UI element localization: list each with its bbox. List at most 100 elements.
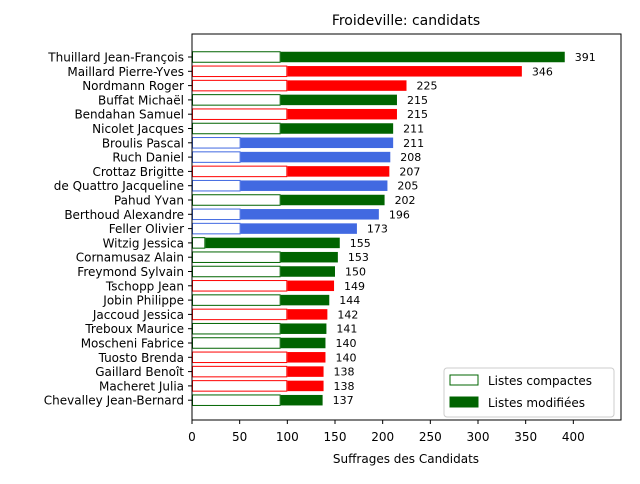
bar-compactes <box>192 294 281 306</box>
y-tick-label: Feller Olivier <box>109 222 184 236</box>
x-tick-label: 100 <box>276 430 299 444</box>
bar-modifiees <box>280 123 394 134</box>
x-tick-label: 200 <box>371 430 394 444</box>
y-tick-label: Bendahan Samuel <box>74 108 184 122</box>
value-label: 202 <box>395 194 416 207</box>
bar-modifiees <box>280 51 565 63</box>
bar-compactes <box>192 137 241 149</box>
x-tick-label: 350 <box>514 430 537 444</box>
value-label: 153 <box>348 251 369 264</box>
y-tick-label: Jobin Philippe <box>102 294 184 308</box>
y-tick-label: Thuillard Jean-François <box>47 51 184 65</box>
value-label: 149 <box>344 280 365 293</box>
bar-modifiees <box>280 194 385 206</box>
bar-compactes <box>192 179 241 192</box>
x-tick-label: 300 <box>467 430 490 444</box>
y-tick-label: Chevalley Jean-Bernard <box>44 394 184 408</box>
bar-modifiees <box>287 166 390 177</box>
value-label: 215 <box>407 108 428 121</box>
bar-compactes <box>192 165 288 178</box>
bar-modifiees <box>287 66 522 77</box>
bar-compactes <box>192 94 281 106</box>
bar-compactes <box>192 208 241 221</box>
y-tick-label: Nicolet Jacques <box>92 122 184 136</box>
x-tick-label: 0 <box>188 430 196 444</box>
value-label: 150 <box>345 266 366 279</box>
y-tick-label: Tuosto Brenda <box>98 351 184 365</box>
value-label: 208 <box>400 151 421 164</box>
y-tick-label: Berthoud Alexandre <box>64 208 184 222</box>
x-tick-label: 50 <box>232 430 247 444</box>
value-label: 138 <box>334 380 355 393</box>
bar-modifiees <box>280 394 323 406</box>
bar-modifiees <box>240 209 379 220</box>
y-tick-label: Pahud Yvan <box>114 194 184 208</box>
x-tick-label: 400 <box>562 430 585 444</box>
bar-compactes <box>192 222 241 235</box>
bar-modifiees <box>240 223 357 234</box>
value-label: 138 <box>334 366 355 379</box>
bar-compactes <box>192 280 288 292</box>
bar-compactes <box>192 308 288 321</box>
bar-compactes <box>192 265 281 278</box>
x-tick-label: 150 <box>324 430 347 444</box>
bar-compactes <box>192 380 288 392</box>
y-tick-label: Maillard Pierre-Yves <box>67 65 184 79</box>
bar-modifiees <box>287 280 335 292</box>
legend-label-modifiees: Listes modifiées <box>488 396 585 410</box>
legend-swatch-compactes <box>449 374 479 386</box>
bar-compactes <box>192 337 281 349</box>
bar-modifiees <box>280 337 326 349</box>
plot-frame <box>191 33 622 421</box>
bar-compactes <box>192 251 281 263</box>
value-label: 207 <box>399 165 420 178</box>
bar-modifiees <box>287 108 397 120</box>
bar-modifiees <box>280 294 330 306</box>
bar-compactes <box>192 194 281 206</box>
bar-modifiees <box>287 366 324 377</box>
bar-modifiees <box>287 352 326 363</box>
bar-compactes <box>192 151 241 163</box>
bar-modifiees <box>287 80 407 91</box>
bar-compactes <box>192 79 288 92</box>
bar-modifiees <box>240 180 388 191</box>
value-label: 155 <box>350 237 371 250</box>
y-tick-label: Tschopp Jean <box>105 279 184 293</box>
y-tick-label: Broulis Pascal <box>102 136 184 150</box>
bar-compactes <box>192 237 206 249</box>
y-tick-label: Gaillard Benoît <box>95 365 184 379</box>
value-label: 141 <box>336 323 357 336</box>
chart-title: Froideville: candidats <box>332 13 480 29</box>
bar-compactes <box>192 365 288 378</box>
bar-compactes <box>192 322 281 335</box>
value-label: 140 <box>335 351 356 364</box>
value-label: 225 <box>417 80 438 93</box>
legend-label-compactes: Listes compactes <box>488 374 592 388</box>
y-tick-label: Nordmann Roger <box>82 79 184 93</box>
value-label: 140 <box>335 337 356 350</box>
y-tick-label: Cornamusaz Alain <box>76 251 184 265</box>
y-tick-label: Witzig Jessica <box>103 236 184 250</box>
bar-modifiees <box>280 94 397 106</box>
value-label: 196 <box>389 208 410 221</box>
legend: Listes compactes Listes modifiées <box>443 367 615 418</box>
y-tick-label: Ruch Daniel <box>112 151 184 165</box>
y-tick-label: Macheret Julia <box>99 379 184 393</box>
value-label: 137 <box>333 394 354 407</box>
bar-modifiees <box>240 137 394 149</box>
value-label: 173 <box>367 223 388 236</box>
value-label: 391 <box>575 51 596 64</box>
bar-modifiees <box>280 266 335 277</box>
value-labels: 3913462252152152112112082072052021961731… <box>333 51 596 407</box>
legend-swatch-modifiees <box>449 396 479 408</box>
bar-modifiees <box>280 323 327 334</box>
bar-modifiees <box>287 380 324 392</box>
value-label: 215 <box>407 94 428 107</box>
bar-compactes <box>192 122 281 135</box>
bar-modifiees <box>280 251 338 263</box>
value-label: 211 <box>403 137 424 150</box>
y-tick-label: Buffat Michaël <box>98 93 184 107</box>
y-tick-label: Jaccoud Jessica <box>92 308 184 322</box>
y-tick-label: Freymond Sylvain <box>77 265 184 279</box>
